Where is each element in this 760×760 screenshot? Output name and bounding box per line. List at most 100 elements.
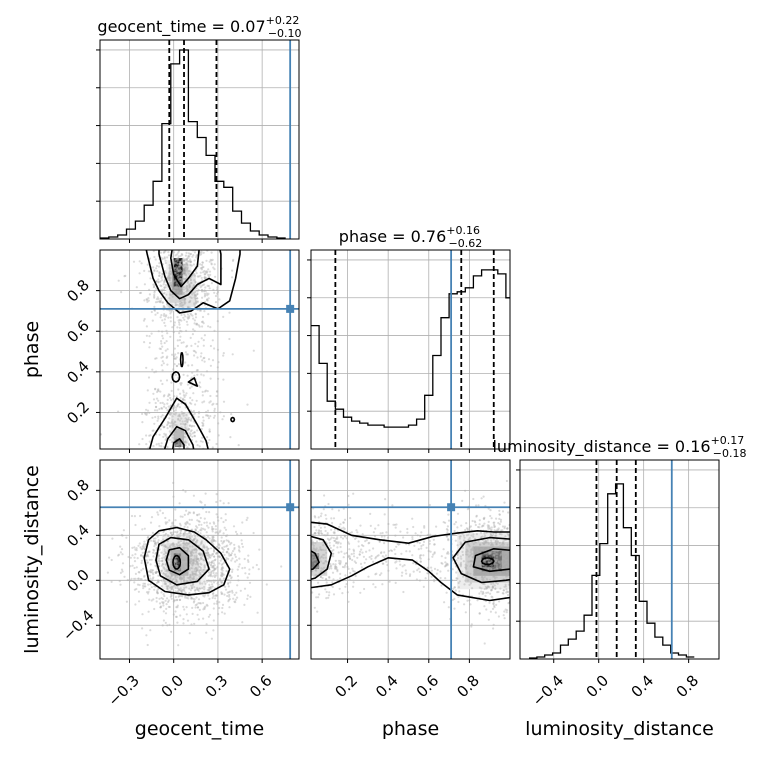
sample-point (387, 522, 390, 526)
sample-point (182, 565, 185, 568)
sample-point (220, 517, 223, 520)
sample-point (178, 321, 181, 324)
sample-point (510, 583, 512, 585)
sample-point (182, 559, 185, 562)
sample-point (503, 585, 506, 588)
sample-point (487, 591, 490, 594)
truth-marker (286, 503, 295, 512)
sample-point (172, 542, 175, 545)
sample-point (328, 576, 331, 579)
sample-point (156, 590, 159, 594)
sample-point (518, 561, 520, 563)
sample-point (175, 543, 178, 546)
sample-point (201, 390, 204, 393)
sample-point (214, 301, 218, 304)
sample-point (399, 563, 402, 566)
sample-point (200, 557, 203, 561)
sample-point (314, 516, 317, 519)
sample-point (304, 523, 306, 525)
sample-point (188, 535, 191, 538)
sample-point (176, 552, 179, 555)
sample-point (483, 605, 486, 608)
sample-point (463, 536, 466, 539)
sample-point (216, 292, 219, 295)
sample-point (188, 315, 191, 318)
sample-point (182, 257, 185, 260)
sample-point (459, 561, 463, 565)
sample-point (529, 549, 531, 551)
sample-point (180, 313, 183, 317)
sample-point (198, 569, 201, 572)
sample-point (282, 562, 284, 564)
sample-point (166, 424, 169, 427)
sample-point (340, 550, 343, 553)
sample-point (156, 390, 159, 394)
sample-point (313, 606, 316, 609)
sample-point (121, 562, 125, 565)
sample-point (280, 556, 282, 558)
sample-point (192, 538, 195, 542)
sample-point (187, 542, 191, 545)
sample-point (402, 536, 405, 539)
sample-point (196, 492, 198, 494)
sample-point (231, 276, 234, 279)
sample-point (320, 512, 323, 515)
sample-point (203, 546, 206, 549)
sample-point (176, 587, 179, 590)
sample-point (119, 583, 122, 586)
sample-point (317, 549, 320, 552)
sample-point (208, 430, 211, 433)
sample-point (163, 580, 167, 584)
sample-point (161, 559, 164, 562)
sample-point (163, 288, 166, 291)
sample-point (375, 556, 378, 559)
sample-point (339, 545, 342, 549)
sample-point (219, 577, 222, 580)
sample-point (172, 543, 175, 547)
sample-point (161, 288, 164, 291)
sample-point (176, 247, 178, 249)
sample-point (469, 548, 473, 551)
sample-point (165, 201, 167, 203)
sample-point (182, 622, 185, 625)
sample-point (469, 603, 472, 606)
sample-point (175, 559, 178, 562)
sample-point (194, 451, 196, 453)
sample-point (164, 551, 167, 554)
sample-point (134, 548, 137, 551)
sample-point (152, 549, 156, 552)
sample-point (183, 259, 186, 262)
sample-point (171, 531, 174, 534)
sample-point (487, 618, 490, 621)
sample-point (179, 449, 181, 451)
sample-point (521, 564, 523, 566)
sample-point (162, 314, 166, 317)
sample-point (145, 591, 149, 594)
sample-point (488, 552, 491, 556)
sample-point (208, 270, 212, 273)
y-axis-label-phase: phase (21, 321, 43, 378)
sample-point (176, 453, 178, 455)
sample-point (134, 577, 137, 580)
sample-point (174, 590, 177, 593)
sample-point (188, 532, 191, 535)
sample-point (183, 270, 186, 273)
sample-point (183, 525, 186, 528)
sample-point (164, 545, 167, 548)
sample-point (191, 567, 194, 570)
sample-point (314, 573, 317, 576)
sample-point (199, 309, 202, 312)
sample-point (497, 527, 500, 530)
sample-point (207, 553, 210, 556)
sample-point (117, 410, 120, 413)
sample-point (185, 258, 189, 261)
sample-point (187, 416, 190, 419)
sample-point (200, 320, 204, 324)
sample-point (474, 547, 477, 550)
sample-point (191, 435, 194, 438)
sample-point (179, 263, 183, 266)
sample-point (194, 316, 198, 319)
sample-point (497, 561, 500, 564)
sample-point (164, 522, 168, 525)
sample-point (200, 529, 203, 532)
